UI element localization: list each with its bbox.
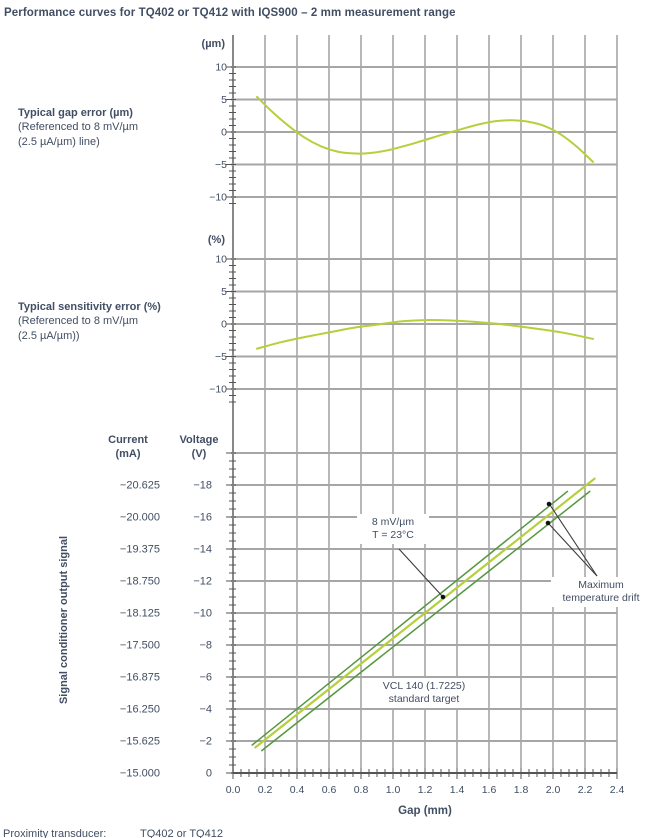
gap-error-unit-label: (µm)	[202, 38, 226, 50]
x-axis-title: Gap (mm)	[398, 805, 452, 817]
gap-error-title: Typical gap error (µm)	[18, 107, 133, 119]
x-tick-label: 1.6	[482, 784, 497, 796]
reference-annotation-line1: 8 mV/µm	[371, 516, 415, 528]
target-annotation-line2: standard target	[388, 693, 460, 705]
sensitivity-error-tick-label: 0	[221, 319, 227, 331]
current-tick-label: −19.375	[120, 544, 160, 556]
page-title: Performance curves for TQ402 or TQ412 wi…	[4, 7, 456, 19]
x-tick-label: 1.8	[514, 784, 529, 796]
annotation-marker-dot	[545, 520, 551, 526]
current-tick-label: −18.125	[120, 608, 160, 620]
sensitivity-error-curve	[256, 319, 594, 350]
drift-annotation: Maximum temperature drift	[551, 577, 651, 607]
current-tick-label: −20.625	[120, 480, 160, 492]
target-annotation-line1: VCL 140 (1.7225)	[382, 680, 466, 692]
current-unit-text: (mA)	[115, 447, 141, 460]
footer-row: Proximity transducer: TQ402 or TQ412	[3, 828, 403, 838]
x-tick-label: 0.8	[354, 784, 369, 796]
voltage-tick-label: −12	[193, 576, 212, 588]
drift-annotation-line1: Maximum	[578, 579, 624, 591]
sensitivity-error-unit-label: (%)	[208, 234, 225, 246]
sensitivity-error-tick-label: 5	[221, 286, 227, 298]
x-tick-label: 0.4	[290, 784, 305, 796]
voltage-tick-label: −10	[193, 608, 212, 620]
sensitivity-error-label-block: Typical sensitivity error (%) (Reference…	[18, 300, 233, 343]
annotation-connector-line	[548, 523, 598, 577]
annotation-marker-dot	[440, 594, 446, 600]
current-axis-header: Current (mA)	[93, 434, 163, 461]
footer-label: Proximity transducer:	[3, 828, 107, 838]
voltage-unit-text: (V)	[191, 447, 207, 460]
gap-error-label-block: Typical gap error (µm) (Referenced to 8 …	[18, 106, 233, 149]
reference-annotation: 8 mV/µm T = 23°C	[357, 514, 429, 544]
voltage-axis-header: Voltage (V)	[167, 434, 231, 461]
gap-error-tick-label: 5	[221, 94, 227, 106]
sensitivity-error-ref-line2: (2.5 µA/µm))	[18, 329, 80, 342]
x-tick-label: 2.2	[578, 784, 593, 796]
sensitivity-error-title: Typical sensitivity error (%)	[18, 301, 161, 313]
reference-annotation-line2: T = 23°C	[372, 529, 414, 541]
sensitivity-error-ref-line1: (Referenced to 8 mV/µm	[18, 315, 139, 328]
temperature-drift-line	[251, 490, 569, 746]
current-tick-label: −20.000	[120, 512, 160, 524]
voltage-tick-label: −4	[199, 704, 212, 716]
x-tick-label: 1.2	[418, 784, 433, 796]
current-tick-label: −17.500	[120, 640, 160, 652]
x-tick-label: 2.4	[610, 784, 625, 796]
x-tick-label: 0.0	[226, 784, 241, 796]
gap-error-ref-line1: (Referenced to 8 mV/µm	[18, 121, 139, 134]
drift-annotation-line2: temperature drift	[562, 592, 640, 604]
gap-error-tick-label: 10	[215, 62, 227, 74]
sensitivity-error-tick-label: 10	[215, 254, 227, 266]
gap-error-tick-label: −5	[215, 159, 227, 171]
voltage-header-text: Voltage	[179, 434, 219, 446]
x-tick-label: 0.6	[322, 784, 337, 796]
voltage-tick-label: −16	[193, 512, 212, 524]
footer-value: TQ402 or TQ412	[140, 828, 223, 838]
current-tick-label: −16.250	[120, 704, 160, 716]
temperature-drift-line	[261, 490, 591, 752]
output-signal-axis-title: Signal conditioner output signal	[58, 535, 70, 705]
voltage-tick-label: −8	[199, 640, 212, 652]
current-tick-label: −15.000	[120, 768, 160, 780]
sensitivity-error-tick-label: −5	[215, 351, 227, 363]
annotation-connector-line	[549, 504, 598, 577]
current-tick-label: −15.625	[120, 736, 160, 748]
x-tick-label: 1.4	[450, 784, 465, 796]
sensitivity-error-tick-label: −10	[209, 384, 227, 396]
voltage-tick-label: −18	[193, 480, 212, 492]
gap-error-ref-line2: (2.5 µA/µm) line)	[18, 135, 100, 148]
gap-error-tick-label: −10	[209, 192, 227, 204]
reference-line	[254, 477, 596, 749]
voltage-tick-label: −14	[193, 544, 212, 556]
voltage-tick-label: 0	[206, 768, 212, 780]
gap-error-tick-label: 0	[221, 127, 227, 139]
current-header-text: Current	[108, 434, 148, 446]
gap-error-curve	[256, 95, 594, 163]
x-tick-label: 0.2	[258, 784, 273, 796]
annotation-marker-dot	[546, 501, 552, 507]
x-tick-label: 1.0	[386, 784, 401, 796]
current-tick-label: −16.875	[120, 672, 160, 684]
annotation-connector-line	[398, 548, 444, 598]
voltage-tick-label: −6	[199, 672, 212, 684]
current-tick-label: −18.750	[120, 576, 160, 588]
voltage-tick-label: −2	[199, 736, 212, 748]
x-tick-label: 2.0	[546, 784, 561, 796]
target-annotation: VCL 140 (1.7225) standard target	[371, 678, 477, 708]
